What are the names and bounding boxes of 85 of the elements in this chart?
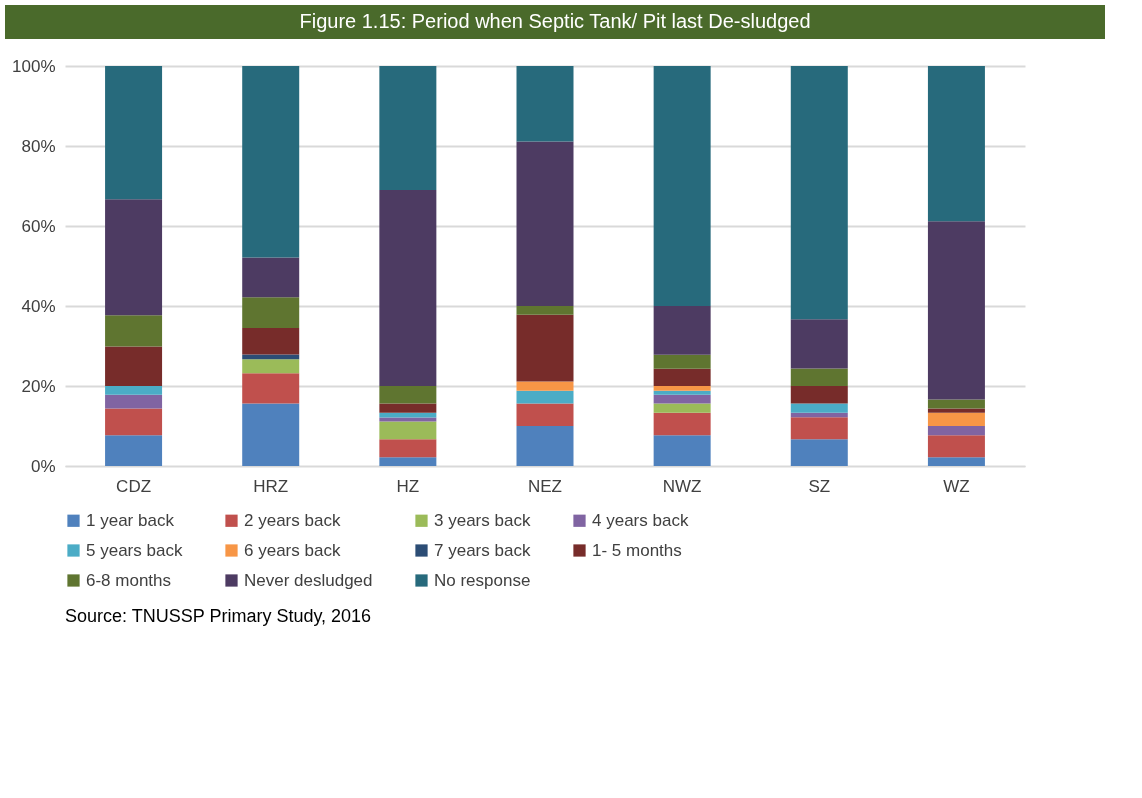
- bar: [653, 354, 711, 369]
- bar: [790, 319, 848, 369]
- bar: [242, 403, 300, 466]
- x-tick-label: SZ: [808, 476, 831, 496]
- bar: [379, 457, 437, 466]
- bar: [790, 417, 848, 440]
- bar: [379, 417, 437, 422]
- legend-label: 7 years back: [434, 540, 531, 560]
- bar: [516, 390, 574, 404]
- bar: [927, 435, 985, 458]
- bar: [516, 314, 574, 382]
- bar: [379, 403, 437, 413]
- bar: [516, 141, 574, 306]
- y-tick-label: 40%: [21, 296, 56, 316]
- bar: [379, 190, 437, 386]
- bar: [790, 66, 848, 320]
- bar: [790, 386, 848, 404]
- bar: [242, 328, 300, 355]
- legend-label: No response: [434, 570, 531, 590]
- bar: [379, 412, 437, 418]
- bar: [653, 386, 711, 391]
- legend-label: 2 years back: [244, 510, 341, 530]
- bar: [790, 368, 848, 386]
- x-tick-label: HRZ: [253, 476, 289, 496]
- bar: [790, 412, 848, 418]
- legend-label: 1 year back: [86, 510, 175, 530]
- x-tick-label: NEZ: [528, 476, 562, 496]
- bar: [653, 66, 711, 306]
- y-tick-label: 80%: [21, 136, 56, 156]
- bar: [379, 421, 437, 440]
- legend-label: 3 years back: [434, 510, 531, 530]
- y-tick-label: 100%: [12, 56, 56, 76]
- bar: [516, 403, 574, 426]
- bar: [927, 408, 985, 413]
- x-tick-label: HZ: [396, 476, 420, 496]
- bar: [242, 257, 300, 298]
- bar: [242, 297, 300, 328]
- bar: [242, 373, 300, 404]
- bar: [927, 66, 985, 222]
- source-note: Source: TNUSSP Primary Study, 2016: [65, 606, 372, 626]
- bar: [379, 439, 437, 458]
- legend-label: 5 years back: [86, 540, 183, 560]
- x-tick-label: NWZ: [662, 476, 702, 496]
- bar: [379, 66, 437, 190]
- y-tick-label: 20%: [21, 376, 56, 396]
- bar: [105, 408, 163, 436]
- y-tick-label: 60%: [21, 216, 56, 236]
- bar: [516, 66, 574, 142]
- bar: [105, 66, 163, 200]
- bar: [653, 412, 711, 436]
- bar: [927, 412, 985, 426]
- legend-label: 4 years back: [592, 510, 689, 530]
- bar: [105, 394, 163, 409]
- bar: [653, 368, 711, 386]
- bar: [790, 403, 848, 413]
- bar: [105, 315, 163, 347]
- x-tick-label: WZ: [943, 476, 970, 496]
- bar: [653, 390, 711, 395]
- bar: [927, 399, 985, 409]
- bar: [516, 381, 574, 391]
- legend-label: 6-8 months: [86, 570, 172, 590]
- bar: [105, 346, 163, 386]
- bar: [927, 426, 985, 436]
- legend-label: 6 years back: [244, 540, 341, 560]
- bar: [653, 394, 711, 404]
- legend-label: Never desludged: [244, 570, 373, 590]
- bar: [379, 386, 437, 404]
- bar: [516, 306, 574, 315]
- bar: [105, 435, 163, 466]
- bar: [790, 439, 848, 466]
- chart-title: Figure 1.15: Period when Septic Tank/ Pit last De-sludged: [299, 10, 811, 32]
- y-tick-label: 0%: [30, 456, 56, 476]
- bar: [653, 435, 711, 466]
- bar: [653, 403, 711, 413]
- bar: [242, 354, 300, 360]
- bar: [242, 66, 300, 258]
- legend-label: 1- 5 months: [592, 540, 682, 560]
- bar: [105, 386, 163, 395]
- bar: [927, 457, 985, 466]
- bar: [105, 199, 163, 316]
- x-tick-label: CDZ: [116, 476, 152, 496]
- bar: [516, 426, 574, 466]
- bar: [653, 306, 711, 355]
- bar: [927, 221, 985, 400]
- bar: [242, 359, 300, 374]
